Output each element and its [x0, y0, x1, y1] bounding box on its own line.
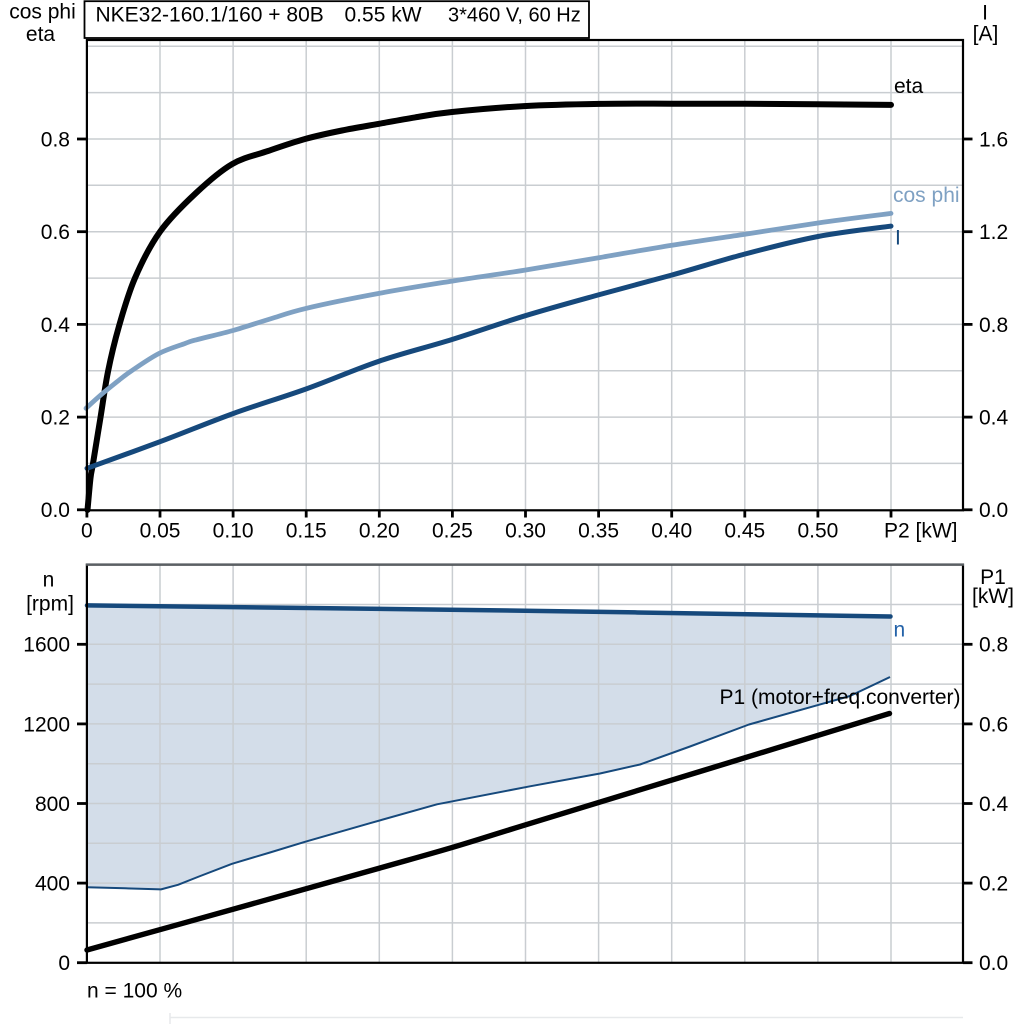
svg-text:0.20: 0.20: [359, 519, 400, 542]
svg-text:0.0: 0.0: [979, 952, 1008, 975]
svg-text:0: 0: [58, 952, 70, 975]
svg-text:NKE32-160.1/160 + 80B: NKE32-160.1/160 + 80B: [96, 4, 324, 27]
svg-text:0.30: 0.30: [505, 519, 546, 542]
svg-text:0.4: 0.4: [41, 314, 71, 337]
svg-text:0.45: 0.45: [724, 519, 765, 542]
svg-text:P2 [kW]: P2 [kW]: [884, 519, 958, 542]
svg-text:0.50: 0.50: [797, 519, 838, 542]
svg-text:1200: 1200: [23, 713, 70, 736]
svg-text:1.2: 1.2: [979, 221, 1008, 244]
svg-text:0.2: 0.2: [41, 407, 70, 430]
svg-text:cos phi: cos phi: [893, 184, 960, 207]
svg-text:0.40: 0.40: [651, 519, 692, 542]
svg-text:P1: P1: [980, 566, 1006, 589]
svg-text:0.8: 0.8: [979, 314, 1008, 337]
svg-text:1.6: 1.6: [979, 128, 1008, 151]
svg-text:0.4: 0.4: [979, 407, 1009, 430]
svg-text:I: I: [982, 1, 988, 24]
svg-text:0.0: 0.0: [41, 499, 70, 522]
svg-text:eta: eta: [26, 23, 56, 46]
svg-text:0.8: 0.8: [41, 128, 70, 151]
svg-text:0.35: 0.35: [578, 519, 619, 542]
svg-text:3*460 V, 60 Hz: 3*460 V, 60 Hz: [448, 4, 581, 26]
svg-text:1600: 1600: [23, 634, 70, 657]
svg-text:0.10: 0.10: [213, 519, 254, 542]
svg-text:800: 800: [35, 793, 70, 816]
svg-text:0.4: 0.4: [979, 793, 1009, 816]
svg-text:P1 (motor+freq.converter): P1 (motor+freq.converter): [719, 686, 960, 709]
svg-text:n: n: [894, 618, 906, 641]
svg-text:eta: eta: [894, 75, 924, 98]
svg-text:[rpm]: [rpm]: [26, 592, 74, 615]
svg-text:0.6: 0.6: [979, 713, 1008, 736]
svg-text:0.6: 0.6: [41, 221, 70, 244]
svg-text:[A]: [A]: [973, 23, 999, 46]
svg-text:[kW]: [kW]: [972, 585, 1014, 608]
svg-text:0.0: 0.0: [979, 499, 1008, 522]
svg-text:n = 100 %: n = 100 %: [87, 979, 182, 1002]
svg-text:0.2: 0.2: [979, 873, 1008, 896]
svg-text:0.55 kW: 0.55 kW: [345, 4, 422, 27]
svg-text:n: n: [43, 568, 55, 591]
svg-text:0: 0: [81, 519, 93, 542]
svg-text:0.25: 0.25: [432, 519, 473, 542]
svg-text:0.8: 0.8: [979, 634, 1008, 657]
svg-text:cos phi: cos phi: [9, 0, 76, 23]
svg-text:0.05: 0.05: [140, 519, 181, 542]
svg-text:I: I: [895, 226, 901, 249]
svg-text:400: 400: [35, 873, 70, 896]
svg-text:0.15: 0.15: [286, 519, 327, 542]
